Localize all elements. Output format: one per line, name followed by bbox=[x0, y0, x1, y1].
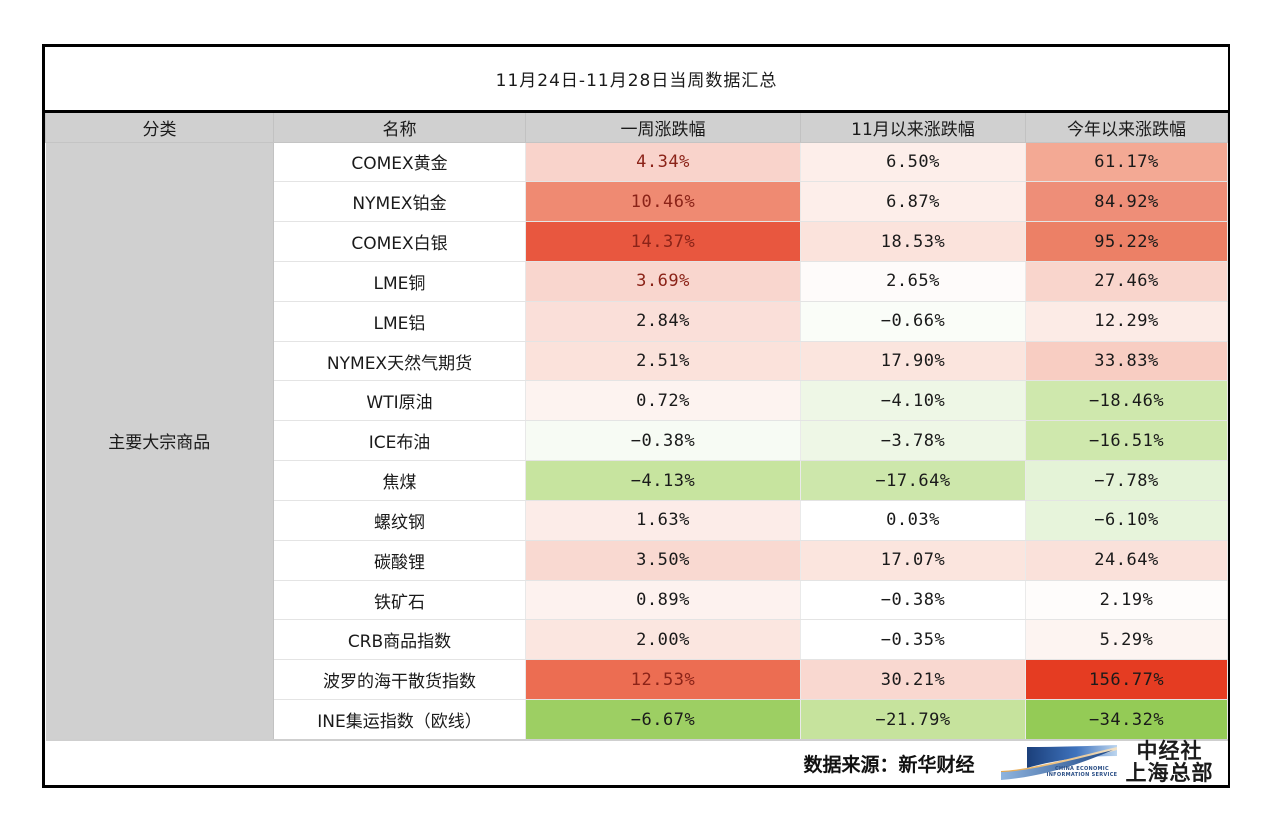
week-change-cell: 2.84% bbox=[525, 300, 801, 342]
category-cell: 主要大宗商品 bbox=[45, 142, 274, 741]
instrument-name-cell: INE集运指数（欧线） bbox=[273, 699, 526, 741]
table-body: 11月24日-11月28日当周数据汇总 分类 名称 一周涨跌幅 11月以来涨跌幅… bbox=[45, 47, 1229, 785]
month-change-cell: −0.35% bbox=[800, 619, 1026, 661]
month-change-cell: 6.87% bbox=[800, 181, 1026, 223]
instrument-name-cell: 螺纹钢 bbox=[273, 499, 526, 541]
month-change-cell: −21.79% bbox=[800, 699, 1026, 741]
table-row: INE集运指数（欧线） −6.67% −21.79% −34.32% bbox=[46, 699, 1229, 741]
table-row: 碳酸锂 3.50% 17.07% 24.64% bbox=[46, 539, 1229, 581]
month-change-cell: 30.21% bbox=[800, 659, 1026, 701]
instrument-name-cell: COMEX白银 bbox=[273, 221, 526, 262]
ytd-change-cell: 2.19% bbox=[1024, 579, 1229, 621]
month-change-cell: 17.07% bbox=[800, 539, 1026, 581]
table-row: 波罗的海干散货指数 12.53% 30.21% 156.77% bbox=[46, 659, 1229, 701]
instrument-name-cell: LME铝 bbox=[273, 300, 526, 342]
month-change-cell: 0.03% bbox=[800, 499, 1026, 541]
logo-english-text: CHINA ECONOMIC INFORMATION SERVICE bbox=[1047, 766, 1118, 779]
table-row: ICE布油 −0.38% −3.78% −16.51% bbox=[46, 420, 1229, 462]
data-source-label: 数据来源：新华财经 bbox=[803, 753, 975, 776]
week-change-cell: −0.38% bbox=[525, 420, 801, 462]
week-change-cell: 3.50% bbox=[525, 539, 801, 581]
ytd-change-cell: −6.10% bbox=[1024, 499, 1229, 541]
logo-line-1: 中经社 bbox=[1136, 739, 1203, 764]
week-change-cell: 3.69% bbox=[525, 260, 801, 302]
week-change-cell: 2.00% bbox=[525, 619, 801, 661]
table-row: NYMEX铂金 10.46% 6.87% 84.92% bbox=[46, 181, 1229, 223]
week-change-cell: 0.89% bbox=[525, 579, 801, 621]
instrument-name-cell: WTI原油 bbox=[273, 380, 526, 422]
ytd-change-cell: −16.51% bbox=[1024, 420, 1229, 462]
table-row: NYMEX天然气期货 2.51% 17.90% 33.83% bbox=[46, 340, 1229, 382]
week-change-cell: −6.67% bbox=[525, 699, 801, 741]
table-row: 焦煤 −4.13% −17.64% −7.78% bbox=[46, 460, 1229, 501]
ytd-change-cell: 61.17% bbox=[1024, 141, 1229, 183]
instrument-name-cell: COMEX黄金 bbox=[273, 141, 526, 183]
column-header-category: 分类 bbox=[45, 111, 274, 143]
logo-sub-line1: CHINA ECONOMIC bbox=[1054, 765, 1109, 772]
ytd-change-cell: −18.46% bbox=[1024, 380, 1229, 422]
week-change-cell: 12.53% bbox=[525, 659, 801, 701]
table-row: 主要大宗商品 COMEX黄金 4.34% 6.50% 61.17% bbox=[45, 141, 1229, 741]
instrument-name-cell: 波罗的海干散货指数 bbox=[273, 659, 526, 701]
logo-swoosh-icon: CHINA ECONOMIC INFORMATION SERVICE bbox=[1000, 744, 1119, 782]
week-change-cell: 2.51% bbox=[525, 340, 801, 382]
ytd-change-cell: 95.22% bbox=[1024, 221, 1229, 262]
footer-row: 数据来源：新华财经 CHINA ECONOMIC INFORMATION SERVI… bbox=[45, 739, 1228, 785]
column-header-ytd-change: 今年以来涨跌幅 bbox=[1024, 111, 1229, 143]
month-change-cell: −3.78% bbox=[800, 420, 1026, 462]
week-change-cell: 14.37% bbox=[525, 221, 801, 262]
ytd-change-cell: 84.92% bbox=[1024, 181, 1229, 223]
page-title: 11月24日-11月28日当周数据汇总 bbox=[45, 47, 1228, 113]
instrument-name-cell: LME铜 bbox=[273, 260, 526, 302]
weekly-summary-table: 11月24日-11月28日当周数据汇总 分类 名称 一周涨跌幅 11月以来涨跌幅… bbox=[45, 47, 1229, 785]
ytd-change-cell: 156.77% bbox=[1024, 659, 1229, 701]
column-header-month-change: 11月以来涨跌幅 bbox=[800, 111, 1026, 143]
instrument-name-cell: CRB商品指数 bbox=[273, 619, 526, 661]
logo-line-2: 上海总部 bbox=[1125, 761, 1214, 786]
instrument-name-cell: 铁矿石 bbox=[273, 579, 526, 621]
instrument-name-cell: ICE布油 bbox=[273, 420, 526, 462]
ytd-change-cell: −34.32% bbox=[1024, 699, 1229, 741]
month-change-cell: 18.53% bbox=[800, 221, 1026, 262]
ytd-change-cell: 27.46% bbox=[1024, 260, 1229, 302]
week-change-cell: 4.34% bbox=[525, 141, 801, 183]
table-row: 螺纹钢 1.63% 0.03% −6.10% bbox=[46, 499, 1229, 541]
instrument-name-cell: NYMEX铂金 bbox=[273, 181, 526, 223]
month-change-cell: −0.66% bbox=[800, 300, 1026, 342]
month-change-cell: −17.64% bbox=[800, 460, 1026, 501]
week-change-cell: 1.63% bbox=[525, 499, 801, 541]
month-change-cell: 17.90% bbox=[800, 340, 1026, 382]
month-change-cell: 6.50% bbox=[800, 141, 1026, 183]
month-change-cell: −4.10% bbox=[800, 380, 1026, 422]
title-row: 11月24日-11月28日当周数据汇总 bbox=[45, 47, 1228, 113]
table-row: CRB商品指数 2.00% −0.35% 5.29% bbox=[46, 619, 1229, 661]
table-row: LME铜 3.69% 2.65% 27.46% bbox=[46, 260, 1229, 302]
table-row: WTI原油 0.72% −4.10% −18.46% bbox=[46, 380, 1229, 422]
header-row: 分类 名称 一周涨跌幅 11月以来涨跌幅 今年以来涨跌幅 bbox=[45, 111, 1229, 143]
table-row: LME铝 2.84% −0.66% 12.29% bbox=[46, 300, 1229, 342]
ytd-change-cell: 33.83% bbox=[1024, 340, 1229, 382]
column-header-name: 名称 bbox=[273, 111, 526, 143]
instrument-name-cell: 焦煤 bbox=[273, 460, 526, 501]
cnfin-logo: CHINA ECONOMIC INFORMATION SERVICE 中经社 上海总部 bbox=[1000, 741, 1214, 785]
table-row: COMEX白银 14.37% 18.53% 95.22% bbox=[46, 221, 1229, 262]
logo-sub-line2: INFORMATION SERVICE bbox=[1046, 771, 1118, 778]
month-change-cell: −0.38% bbox=[800, 579, 1026, 621]
week-change-cell: 0.72% bbox=[525, 380, 801, 422]
ytd-change-cell: 5.29% bbox=[1024, 619, 1229, 661]
week-change-cell: −4.13% bbox=[525, 460, 801, 501]
week-change-cell: 10.46% bbox=[525, 181, 801, 223]
footer-cell: 数据来源：新华财经 CHINA ECONOMIC INFORMATION SERVI… bbox=[45, 739, 1228, 785]
ytd-change-cell: 12.29% bbox=[1024, 300, 1229, 342]
ytd-change-cell: 24.64% bbox=[1024, 539, 1229, 581]
column-header-week-change: 一周涨跌幅 bbox=[525, 111, 801, 143]
logo-wordmark: 中经社 上海总部 bbox=[1126, 741, 1214, 785]
month-change-cell: 2.65% bbox=[800, 260, 1026, 302]
instrument-name-cell: 碳酸锂 bbox=[273, 539, 526, 581]
ytd-change-cell: −7.78% bbox=[1024, 460, 1229, 501]
instrument-name-cell: NYMEX天然气期货 bbox=[273, 340, 526, 382]
data-table-container: 11月24日-11月28日当周数据汇总 分类 名称 一周涨跌幅 11月以来涨跌幅… bbox=[42, 44, 1230, 788]
